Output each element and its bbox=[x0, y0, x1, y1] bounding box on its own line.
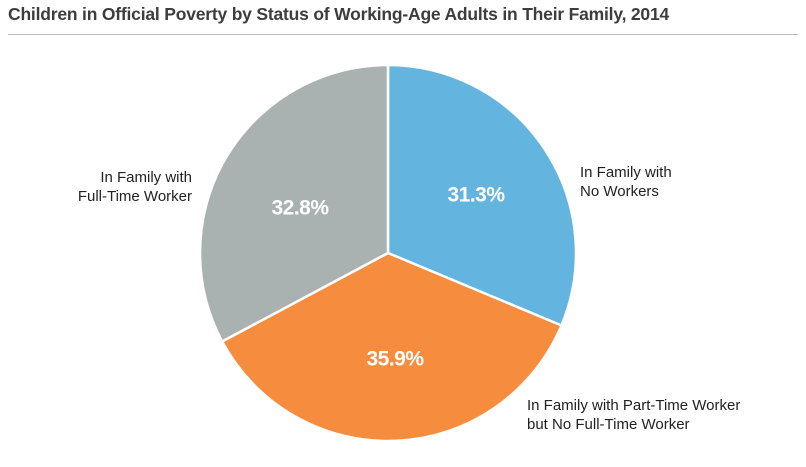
pie-slice-3 bbox=[198, 63, 390, 343]
slice-category-label: In Family with Part-Time Worker but No Fu… bbox=[527, 397, 740, 433]
slice-category-label: In Family with No Workers bbox=[580, 164, 672, 200]
slice-value-label: 35.9% bbox=[366, 348, 424, 371]
slice-category-label: In Family with Full-Time Worker bbox=[78, 169, 192, 205]
title-divider bbox=[8, 34, 798, 35]
slice-value-label: 32.8% bbox=[271, 197, 329, 220]
pie-slice-1 bbox=[386, 63, 578, 327]
pie-slice-2 bbox=[220, 251, 563, 443]
chart-title: Children in Official Poverty by Status o… bbox=[8, 4, 670, 24]
slice-value-label: 31.3% bbox=[447, 184, 505, 207]
